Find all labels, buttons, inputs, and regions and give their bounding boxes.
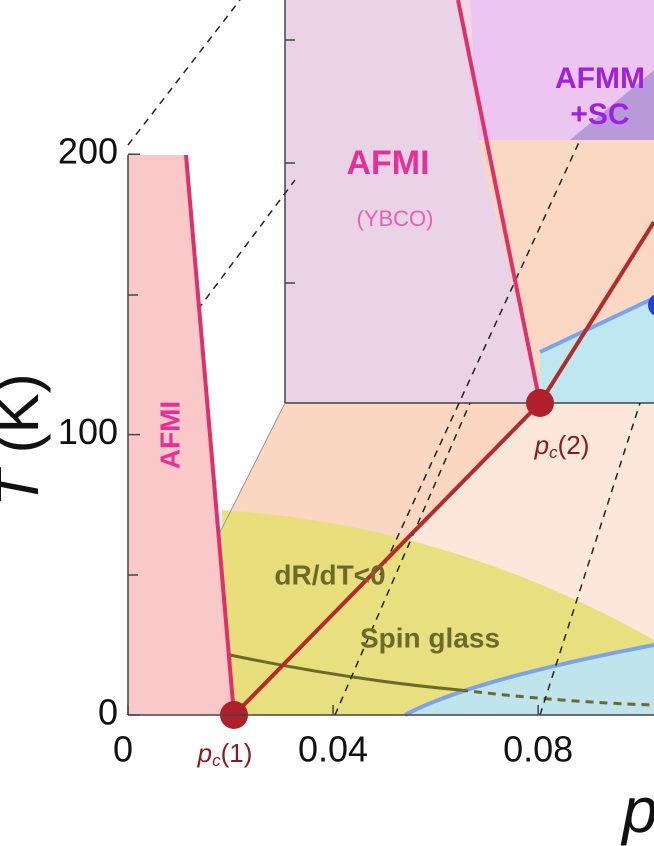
y-tick-label: 100	[58, 411, 118, 452]
afmi-left-boundary	[184, 154, 236, 716]
y-tick-label: 200	[58, 131, 118, 172]
sc-region	[405, 645, 654, 715]
afmi-back-boundary	[456, 0, 542, 404]
pc1-label: pc(1)	[197, 738, 253, 771]
back-sc-boundary	[539, 296, 654, 354]
pc2-p: p	[534, 430, 549, 460]
drdt-region	[222, 510, 654, 715]
drdt-label: dR/dT<0	[274, 559, 385, 590]
guide-lines	[127, 0, 641, 716]
afmm-region	[470, 0, 654, 140]
y-axis-label: T (K)	[0, 373, 51, 506]
y-axis-label-var: T	[0, 466, 51, 507]
afmi-left-region	[128, 155, 234, 715]
pc1-p: p	[197, 738, 212, 768]
pc2-label: pc(2)	[534, 430, 590, 463]
minor-y-ticks	[128, 294, 138, 576]
afmm-label: AFMM	[555, 62, 645, 95]
blue-point	[648, 294, 654, 316]
pc2-sub: c	[549, 443, 558, 462]
back-ticks	[285, 39, 295, 284]
pc2-point	[526, 389, 554, 417]
sc-label: +SC	[570, 98, 629, 131]
y-tick-label: 0	[98, 692, 118, 733]
sc-boundary	[404, 643, 654, 717]
spin-glass-label: Spin glass	[360, 622, 500, 653]
afmi-left-label: AFMI	[154, 401, 185, 469]
x-tick-label: 0.04	[298, 729, 368, 770]
x-tick-label: 0.08	[503, 729, 573, 770]
spin-glass-dashed	[459, 688, 654, 707]
back-sc-region	[540, 298, 654, 403]
pc1-rest: (1)	[221, 738, 253, 768]
x-axis-label: p	[620, 774, 654, 846]
x-tick-label: 0	[113, 729, 133, 770]
pc1-sub: c	[212, 751, 221, 770]
pc2-rest: (2)	[558, 430, 590, 460]
spin-glass-boundary	[229, 653, 461, 692]
afmm-sc-region	[570, 70, 654, 140]
ybco-label: (YBCO)	[357, 206, 434, 231]
y-axis-label-unit: (K)	[0, 373, 51, 470]
afmi-label: AFMI	[346, 144, 429, 182]
